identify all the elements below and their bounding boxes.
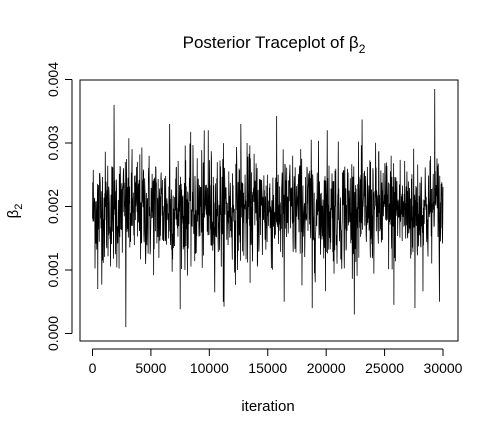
trace-series <box>92 89 444 328</box>
y-tick-label: 0.001 <box>45 252 61 287</box>
x-tick-label: 15000 <box>248 360 287 376</box>
x-tick-label: 20000 <box>307 360 346 376</box>
chart-title: Posterior Traceplot of β2 <box>183 33 366 56</box>
y-tick-label: 0.004 <box>45 62 61 97</box>
y-tick-label: 0.002 <box>45 189 61 224</box>
x-tick-label: 5000 <box>135 360 166 376</box>
trace-line <box>92 89 444 328</box>
chart-title-subscript: 2 <box>359 42 366 56</box>
y-axis-label-text: β <box>5 209 22 218</box>
chart-title-text: Posterior Traceplot of β <box>183 33 359 52</box>
y-tick-label: 0.003 <box>45 125 61 160</box>
x-tick-label: 25000 <box>365 360 404 376</box>
x-axis: 0 5000 10000 15000 20000 25000 30000 <box>89 348 463 376</box>
x-axis-label: iteration <box>241 398 294 415</box>
y-axis: 0.000 0.001 0.002 0.003 0.004 <box>45 62 73 351</box>
x-tick-label: 30000 <box>424 360 463 376</box>
y-axis-label: β2 <box>5 204 25 219</box>
x-tick-label: 0 <box>89 360 97 376</box>
plot-frame <box>79 79 459 342</box>
y-tick-label: 0.000 <box>45 316 61 351</box>
y-axis-label-subscript: 2 <box>13 204 25 210</box>
x-tick-label: 10000 <box>190 360 229 376</box>
